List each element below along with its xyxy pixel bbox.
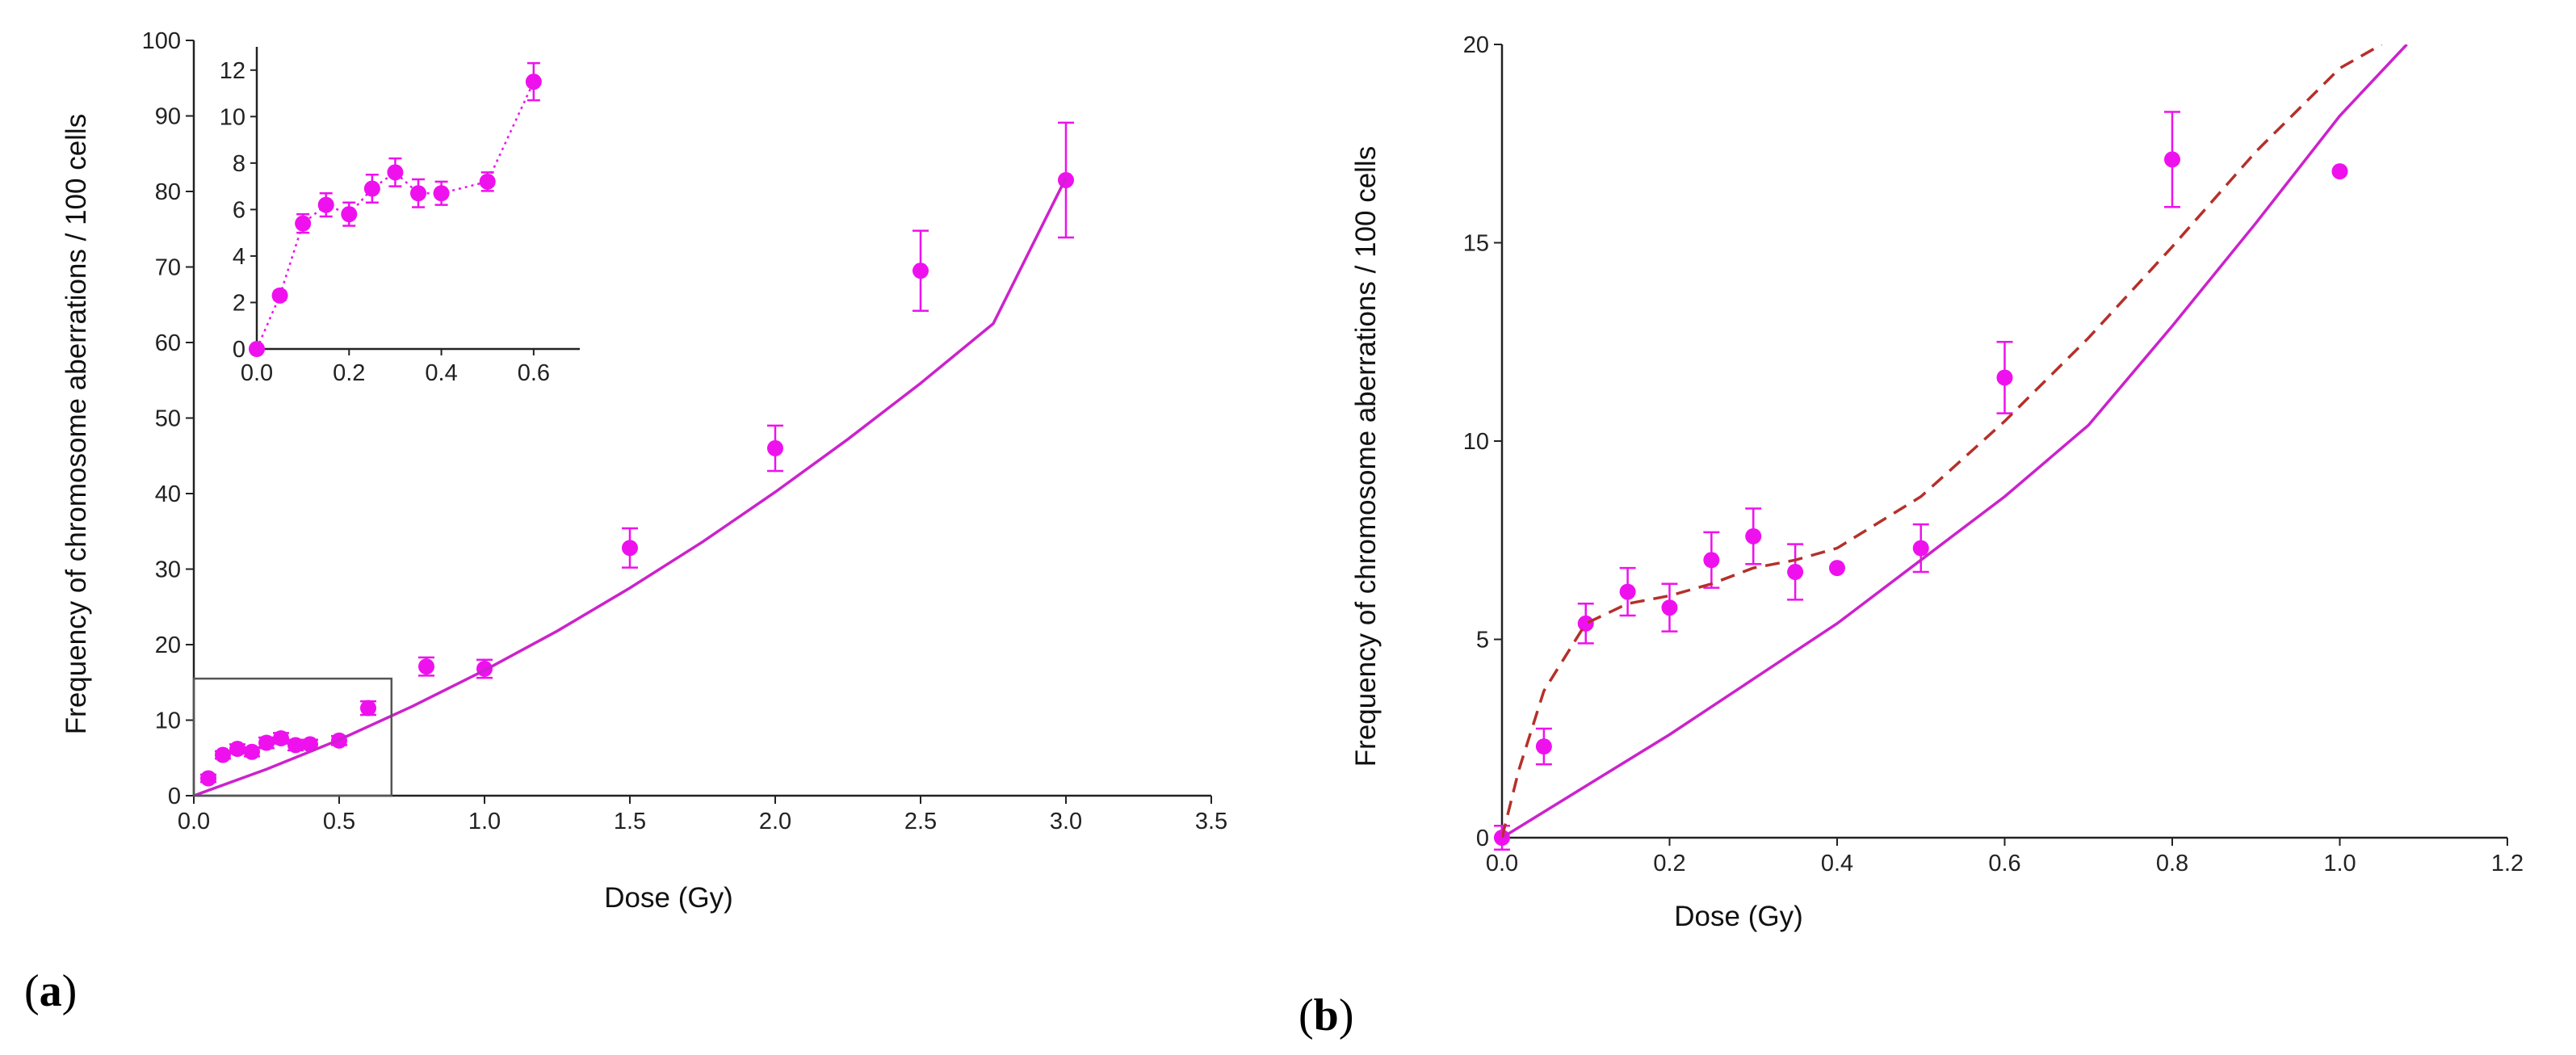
panel-b-data-point [1912,540,1929,557]
panel-a-fit-curve [193,177,1068,797]
panel-a-inset-x-tick-label: 0.2 [333,360,365,386]
panel-a-inset-x-tick-label: 0.4 [425,360,457,386]
panel-a-x-tick-label: 1.0 [468,809,501,834]
panel-a-inset-chart: 0.0 0.2 0.4 0.6 0 2 4 6 8 10 12 [220,47,580,386]
panel-a-data-point [229,741,245,758]
panel-a-inset-data-point [479,173,496,190]
panel-a-label: (a) [24,966,77,1016]
panel-a-y-tick-label: 60 [155,330,181,356]
panel-b-data-point [2331,163,2348,180]
panel-a-y-axis-title: Frequency of chromosome aberrations / 10… [61,114,92,734]
panel-b-x-axis-title: Dose (Gy) [1674,901,1802,932]
panel-b-x-tick-label: 0.8 [2156,851,2188,876]
panel-a-y-tick-label: 50 [155,406,181,432]
panel-a-data-point [767,439,783,456]
panel-a-inset-y-tick-label: 10 [220,104,245,130]
panel-a-inset-data-point [525,74,542,90]
panel-a-y-tick-label: 0 [168,784,181,809]
panel-a-zoom-box [192,677,393,797]
panel-b-x-tick-label: 1.0 [2323,851,2356,876]
panel-a-x-tick-label: 2.5 [904,809,937,834]
panel-b-data-point [1535,738,1552,755]
panel-a-inset-y-tick-label: 12 [220,58,245,84]
panel-b-data-point [1661,599,1678,616]
panel-a-data-point [302,736,318,753]
panel-b-data-point [1577,615,1594,632]
panel-a-inset-y-tick-label: 6 [233,198,245,224]
panel-a-inset-data-point [317,196,334,213]
panel-a-inset-y-tick-label: 8 [233,151,245,177]
panel-b-fit-curve [1502,44,2408,838]
panel-a-inset-data-point [363,180,380,197]
panel-a-inset-data-point [341,206,358,223]
panel-a-x-tick-label: 0.5 [323,809,355,834]
panel-a-data-point [215,746,231,763]
panel-a-inset-data-point [433,185,450,202]
panel-b-y-tick-label: 15 [1463,231,1489,257]
panel-a-data-point [258,734,275,751]
panel-b-dashed-fit-curve [1502,44,2383,838]
panel-a-data-point [287,737,304,754]
panel-a-inset-y-tick-label: 2 [233,291,245,317]
panel-b-y-tick-label: 10 [1463,429,1489,455]
panel-a-data-point [200,770,216,787]
panel-b-data-point [1745,528,1762,544]
panel-a-data-point [622,540,638,557]
panel-a-y-tick-label: 90 [155,104,181,130]
panel-a-y-tick-label: 100 [142,28,181,54]
panel-b-y-tick-label: 0 [1476,826,1489,851]
panel-b-y-tick-label: 20 [1463,32,1489,58]
panel-a-y-tick-label: 70 [155,255,181,281]
panel-a-inset-x-tick-label: 0.0 [241,360,273,386]
panel-a-x-tick-label: 3.0 [1050,809,1082,834]
panel-b-x-tick-label: 0.2 [1653,851,1685,876]
panel-a-inset-data-point [271,287,288,304]
panel-b-data-point [1619,583,1636,600]
panel-b-data-point [1787,564,1804,581]
panel-a-y-tick-label: 30 [155,557,181,583]
panel-a-x-tick-label: 1.5 [614,809,646,834]
panel-a-data-point [360,700,376,717]
panel-b-chart: Dose (Gy) Frequency of chromosome aberra… [1350,32,2524,932]
panel-a-inset-data-point [249,341,265,357]
panel-b-data-point [1996,369,2013,386]
panel-a-inset-data-point [410,185,426,202]
panel-a-x-tick-label: 0.0 [178,809,210,834]
panel-a-y-tick-label: 10 [155,708,181,734]
panel-a-data-point [418,658,434,675]
panel-a-main-chart: Dose (Gy) Frequency of chromosome aberra… [61,28,1227,914]
panel-a-inset-y-tick-label: 4 [233,244,245,270]
panel-b-data-point [1703,552,1720,569]
panel-a-inset-y-tick-label: 0 [233,337,245,363]
panel-a-inset-data-point [295,215,312,232]
panel-b-data-point [1829,560,1845,577]
panel-b-label: (b) [1298,990,1353,1040]
panel-a-inset-x-tick-label: 0.6 [518,360,550,386]
panel-a-y-tick-label: 20 [155,633,181,658]
panel-a-x-axis-title: Dose (Gy) [604,882,732,914]
panel-a-data-point [244,743,260,760]
panel-a-x-tick-label: 2.0 [759,809,791,834]
panel-b-x-tick-label: 0.4 [1821,851,1853,876]
panel-a-y-tick-label: 40 [155,481,181,507]
panel-b-x-tick-label: 0.6 [1988,851,2020,876]
panel-a-data-point [273,729,289,746]
panel-a-inset-data-point [387,164,404,181]
panel-b-x-tick-label: 0.0 [1486,851,1518,876]
panel-b-y-tick-label: 5 [1476,628,1489,654]
panel-a-x-tick-label: 3.5 [1195,809,1227,834]
panel-a-data-point [913,263,929,280]
panel-a-y-tick-label: 80 [155,179,181,205]
panel-b-x-tick-label: 1.2 [2491,851,2524,876]
panel-b-data-point [2164,151,2180,168]
panel-b-y-axis-title: Frequency of chromosome aberrations / 10… [1350,146,1382,767]
